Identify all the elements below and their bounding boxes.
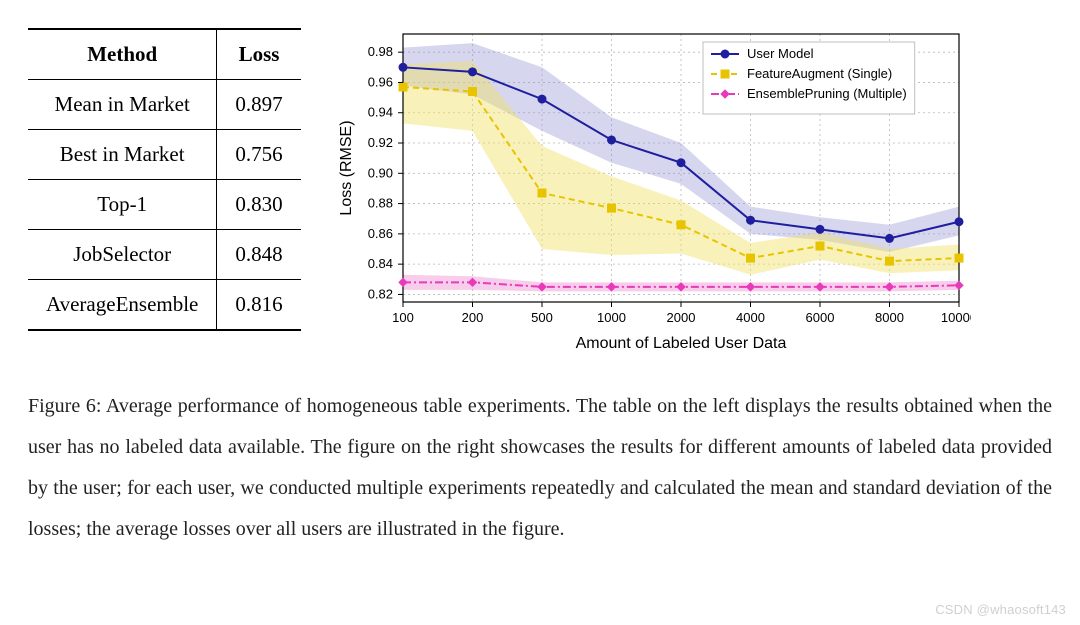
- svg-text:100: 100: [392, 310, 414, 325]
- figure-caption: Figure 6: Average performance of homogen…: [28, 386, 1052, 550]
- cell: JobSelector: [28, 230, 217, 280]
- svg-text:0.86: 0.86: [367, 226, 392, 241]
- table-header-loss: Loss: [217, 29, 301, 80]
- table-row: Mean in Market 0.897: [28, 80, 301, 130]
- svg-text:6000: 6000: [805, 310, 834, 325]
- svg-text:0.96: 0.96: [367, 74, 392, 89]
- chart-wrap: 100 200 500 1000 2000 4000 6000 8000 10000 0.82 0.…: [331, 20, 1052, 360]
- cell: Mean in Market: [28, 80, 217, 130]
- table-header-method: Method: [28, 29, 217, 80]
- cell: 0.848: [217, 230, 301, 280]
- svg-text:Amount of Labeled User Data: Amount of Labeled User Data: [575, 335, 786, 352]
- results-table-wrap: Method Loss Mean in Market 0.897 Best in…: [28, 20, 301, 331]
- svg-text:User Model: User Model: [747, 46, 814, 61]
- cell: Top-1: [28, 180, 217, 230]
- cell: 0.756: [217, 130, 301, 180]
- svg-text:8000: 8000: [875, 310, 904, 325]
- table-row: JobSelector 0.848: [28, 230, 301, 280]
- cell: AverageEnsemble: [28, 280, 217, 331]
- svg-text:Loss (RMSE): Loss (RMSE): [338, 120, 355, 215]
- svg-text:1000: 1000: [597, 310, 626, 325]
- results-table: Method Loss Mean in Market 0.897 Best in…: [28, 28, 301, 331]
- svg-text:500: 500: [531, 310, 553, 325]
- svg-text:EnsemblePruning (Multiple): EnsemblePruning (Multiple): [747, 86, 907, 101]
- svg-text:0.98: 0.98: [367, 44, 392, 59]
- svg-text:0.82: 0.82: [367, 286, 392, 301]
- cell: 0.830: [217, 180, 301, 230]
- loss-chart: 100 200 500 1000 2000 4000 6000 8000 10000 0.82 0.…: [331, 20, 971, 360]
- svg-text:0.92: 0.92: [367, 135, 392, 150]
- table-row: Top-1 0.830: [28, 180, 301, 230]
- svg-text:4000: 4000: [736, 310, 765, 325]
- svg-text:0.90: 0.90: [367, 165, 392, 180]
- svg-text:0.88: 0.88: [367, 196, 392, 211]
- svg-text:10000: 10000: [941, 310, 971, 325]
- svg-text:FeatureAugment (Single): FeatureAugment (Single): [747, 66, 892, 81]
- table-row: AverageEnsemble 0.816: [28, 280, 301, 331]
- figure-top-row: Method Loss Mean in Market 0.897 Best in…: [28, 20, 1052, 360]
- cell: 0.816: [217, 280, 301, 331]
- svg-text:2000: 2000: [666, 310, 695, 325]
- cell: 0.897: [217, 80, 301, 130]
- svg-text:0.94: 0.94: [367, 105, 392, 120]
- svg-text:200: 200: [461, 310, 483, 325]
- cell: Best in Market: [28, 130, 217, 180]
- watermark: CSDN @whaosoft143: [935, 602, 1066, 617]
- svg-text:0.84: 0.84: [367, 256, 392, 271]
- table-row: Best in Market 0.756: [28, 130, 301, 180]
